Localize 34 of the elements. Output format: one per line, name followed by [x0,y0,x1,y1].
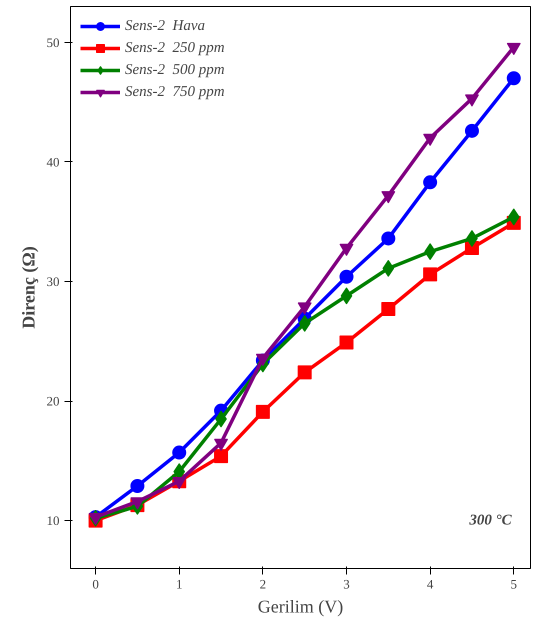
annotation: 300 °C [468,512,513,528]
y-tick-label: 20 [46,394,60,409]
x-tick-label: 0 [92,576,99,592]
point [506,71,521,86]
point [464,124,479,138]
y-tick-label: 10 [46,513,60,528]
point [172,446,186,460]
point [381,302,396,316]
point [130,479,144,493]
point [340,270,354,284]
legend-label: Sens-2 750 ppm [125,84,225,100]
x-tick-label: 1 [176,576,182,592]
y-tick-label: 50 [46,34,60,50]
point [382,260,394,277]
x-axis-title: Gerilim (V) [258,596,344,616]
x-tick-label: 2 [260,576,266,592]
x-tick-label: 4 [426,576,434,592]
y-tick-label: 30 [46,274,60,290]
point [214,449,228,464]
legend-label: Sens-2 250 ppm [125,40,225,56]
point [381,231,396,246]
point [423,175,438,190]
point [340,336,354,350]
point [508,208,520,226]
y-tick-label: 40 [46,154,60,170]
point [298,314,311,332]
legend-label: Sens-2 Hava [125,18,205,34]
legend-label: Sens-2 500 ppm [125,62,225,78]
point [298,365,312,380]
y-axis-title: Direnç (Ω) [18,246,38,329]
point [423,267,438,282]
point [256,404,270,419]
x-tick-label: 5 [510,576,518,592]
x-tick-label: 3 [343,576,350,592]
